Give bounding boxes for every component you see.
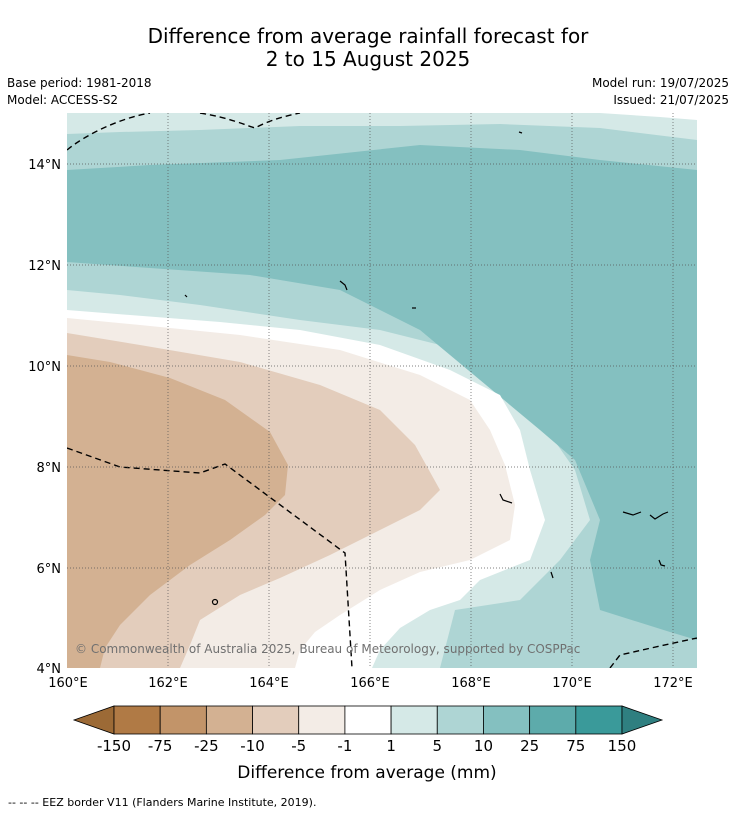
lon-label: 164°E	[249, 676, 289, 691]
lon-label: 168°E	[451, 676, 491, 691]
lon-label: 162°E	[148, 676, 188, 691]
title-line-2: 2 to 15 August 2025	[265, 47, 471, 71]
colorbar-tick-label: -25	[194, 737, 219, 755]
model-run: Model run: 19/07/2025	[591, 76, 729, 90]
colorbar-extend-high	[621, 705, 664, 735]
colorbar-tick-label: -5	[291, 737, 306, 755]
colorbar-tick-label: -75	[148, 737, 173, 755]
colorbar-swatch	[205, 705, 253, 735]
longitude-labels: 160°E 162°E 164°E 166°E 168°E 170°E 172°…	[48, 676, 693, 691]
colorbar-tick-label: -150	[97, 737, 131, 755]
colorbar-tick-label: -10	[240, 737, 265, 755]
colorbar-tick-label: 25	[520, 737, 539, 755]
colorbar: -150 -75 -25 -10 -5 -1 1 5 10 25 75 150	[72, 705, 664, 755]
lon-label: 166°E	[350, 676, 390, 691]
contour-negative-10-25	[67, 355, 288, 668]
lon-label: 160°E	[48, 676, 88, 691]
colorbar-swatch	[344, 705, 392, 735]
lat-label: 14°N	[28, 158, 61, 173]
contour-top-1-5	[67, 113, 697, 140]
colorbar-tick-label: 5	[432, 737, 442, 755]
lon-label: 170°E	[552, 676, 592, 691]
colorbar-swatch	[436, 705, 484, 735]
lon-label: 172°E	[653, 676, 693, 691]
lat-label: 6°N	[37, 562, 62, 577]
eez-border	[67, 113, 697, 668]
copyright-notice: © Commonwealth of Australia 2025, Bureau…	[75, 642, 580, 656]
colorbar-swatch	[529, 705, 577, 735]
lat-label: 4°N	[37, 662, 62, 677]
model-name: Model: ACCESS-S2	[7, 93, 119, 107]
colorbar-swatch	[483, 705, 531, 735]
latitude-labels: 14°N 12°N 10°N 8°N 6°N 4°N	[28, 158, 61, 677]
base-period: Base period: 1981-2018	[7, 76, 152, 90]
colorbar-tick-label: 10	[474, 737, 493, 755]
issued-date: Issued: 21/07/2025	[613, 93, 729, 107]
lat-label: 12°N	[28, 259, 61, 274]
eez-footnote: -- -- -- EEZ border V11 (Flanders Marine…	[8, 796, 317, 809]
lat-label: 8°N	[37, 461, 62, 476]
rainfall-contours	[67, 113, 697, 668]
colorbar-tick-label: 1	[386, 737, 396, 755]
colorbar-swatch	[298, 705, 346, 735]
graticule	[67, 113, 697, 668]
colorbar-swatch	[113, 705, 161, 735]
colorbar-extend-low	[72, 705, 115, 735]
islands	[184, 131, 669, 606]
colorbar-swatch	[252, 705, 300, 735]
title-line-1: Difference from average rainfall forecas…	[147, 24, 589, 48]
contour-positive-10-25	[67, 145, 697, 640]
colorbar-title: Difference from average (mm)	[237, 763, 496, 783]
colorbar-tick-label: -1	[337, 737, 352, 755]
lat-label: 10°N	[28, 360, 61, 375]
colorbar-tick-label: 150	[608, 737, 637, 755]
colorbar-swatch	[159, 705, 207, 735]
colorbar-tick-label: 75	[566, 737, 585, 755]
colorbar-swatch	[575, 705, 623, 735]
colorbar-swatch	[390, 705, 438, 735]
contour-top-white	[600, 113, 697, 120]
